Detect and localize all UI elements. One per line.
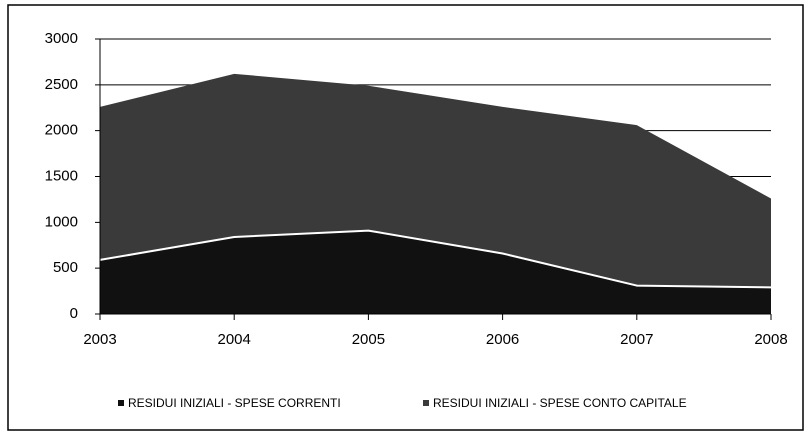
x-tick-label: 2006 xyxy=(486,331,519,348)
x-tick-label: 2004 xyxy=(218,331,251,348)
y-tick-label: 1000 xyxy=(45,213,78,230)
area xyxy=(100,230,771,314)
legend-text: RESIDUI INIZIALI - SPESE CORRENTI xyxy=(128,396,341,410)
y-tick-label: 0 xyxy=(70,305,78,322)
area xyxy=(100,73,771,288)
y-tick-label: 2500 xyxy=(45,76,78,93)
y-tick-label: 2000 xyxy=(45,122,78,139)
area-edge xyxy=(99,229,772,289)
x-tick-label: 2003 xyxy=(83,331,116,348)
legend-swatch xyxy=(423,400,429,406)
x-tick-label: 2007 xyxy=(620,331,653,348)
y-tick-label: 1500 xyxy=(45,167,78,184)
x-tick-label: 2008 xyxy=(754,331,787,348)
legend-swatch xyxy=(118,400,124,406)
x-tick-label: 2005 xyxy=(352,331,385,348)
y-tick-label: 500 xyxy=(53,259,78,276)
y-tick-label: 3000 xyxy=(45,30,78,47)
legend-text: RESIDUI INIZIALI - SPESE CONTO CAPITALE xyxy=(433,396,687,410)
